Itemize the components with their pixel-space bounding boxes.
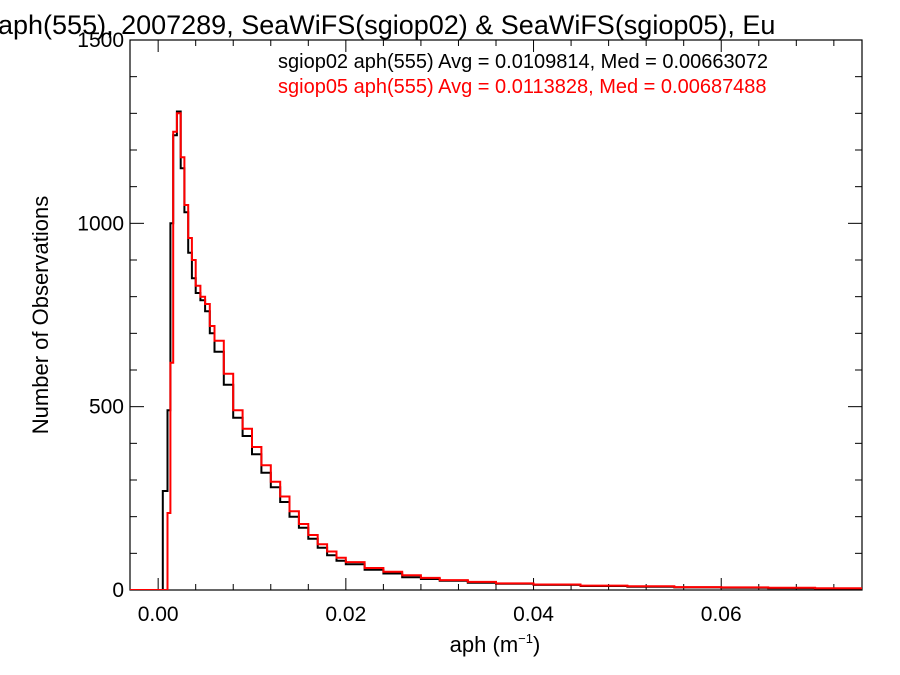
series-line-sgiop02 bbox=[130, 110, 862, 590]
y-tick-label: 0 bbox=[112, 579, 124, 602]
plot-frame bbox=[129, 39, 863, 591]
axis-ticks bbox=[130, 39, 862, 591]
chart-title: aph(555), 2007289, SeaWiFS(sgiop02) & Se… bbox=[0, 10, 775, 40]
chart-annotations: sgiop02 aph(555) Avg = 0.0109814, Med = … bbox=[278, 51, 768, 98]
x-axis-label-tail: ) bbox=[533, 632, 540, 657]
series-group bbox=[130, 110, 862, 590]
x-tick-label: 0.06 bbox=[701, 603, 742, 626]
x-axis-label: aph (m−1) bbox=[450, 631, 541, 657]
series-line-sgiop05 bbox=[130, 112, 862, 590]
stats-annotation: sgiop05 aph(555) Avg = 0.0113828, Med = … bbox=[278, 76, 767, 98]
y-tick-label: 1500 bbox=[77, 29, 124, 52]
x-axis-label-superscript: −1 bbox=[518, 631, 533, 646]
y-tick-label: 1000 bbox=[77, 212, 124, 235]
stats-annotation: sgiop02 aph(555) Avg = 0.0109814, Med = … bbox=[278, 51, 768, 73]
x-axis-label-main: aph (m bbox=[450, 632, 518, 657]
y-tick-label: 500 bbox=[89, 396, 124, 419]
x-tick-label: 0.04 bbox=[513, 603, 554, 626]
axis-tick-labels: 0.00 0.02 0.04 0.06 0 500 1000 1500 bbox=[77, 29, 741, 626]
x-tick-label: 0.00 bbox=[138, 603, 179, 626]
x-tick-label: 0.02 bbox=[325, 603, 366, 626]
y-axis-label: Number of Observations bbox=[28, 196, 53, 434]
